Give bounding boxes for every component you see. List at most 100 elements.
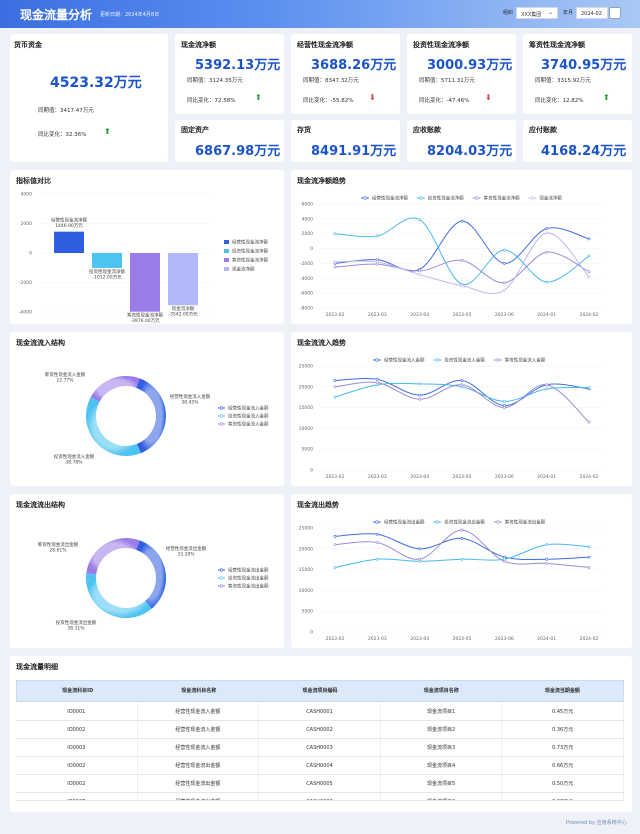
data-point [545,280,549,284]
x-tick-label: 2024-01 [537,312,556,318]
table-row[interactable]: IO0003 经营性现金流入金额 CASH0003 现金流项目3 0.73万元 [16,739,624,757]
table-row[interactable]: IO0002 经营性现金流出金额 CASH0004 现金流项目4 0.66万元 [16,757,624,775]
y-tick-label: 6000 [302,202,314,208]
legend-label: 投资性现金流出金额 [444,519,485,526]
data-point [545,561,549,565]
slice-data-label: 筹资性现金流入金额 22.77% [45,371,86,384]
donut-slice [136,540,166,609]
kpi-value: 3688.26万元 [311,58,397,73]
x-tick-label: 2023-06 [495,636,514,642]
bar-data-label: 现金流净额-3542.00万元 [168,305,198,318]
x-tick-label: 2023-03 [368,312,387,318]
table-cell: CASH0005 [259,775,381,792]
slice-data-label: 经营性现金流入金额 38.45% [170,393,211,406]
table-row[interactable]: IO0002 经营性现金流出金额 CASH0005 现金流项目5 0.50万元 [16,775,624,793]
data-point [375,234,379,238]
legend-marker [496,358,500,362]
table-header: 现金流科目ID 现金流科目名称 现金流项目编码 现金流项目名称 现金流当期金额 [16,680,624,702]
data-point [375,381,379,385]
legend-label: 投资性现金流净额 [428,195,464,202]
calendar-icon[interactable] [609,7,621,19]
kpi-fixed-assets-card: 固定资产 6867.98万元 [175,120,284,162]
column-header[interactable]: 现金流项目名称 [423,688,459,694]
legend-label: 投资性现金流出金额 [228,575,269,582]
data-point [333,232,337,236]
section-title: 指标值对比 [16,177,51,185]
column-header[interactable]: 现金流项目编码 [302,688,338,694]
table-cell: 现金流项目2 [381,721,503,738]
top-header: 现金流量分析 更新日期：2024年4月8日 组织 XXX集团 ⌄ 年月 2024… [0,0,640,28]
kpi-netcash-card: 现金流净额 5392.13万元 同期值：3124.35万元 同比变化：72.58… [175,34,284,114]
kpi-title: 货币资金 [14,41,42,49]
table-cell: 0.73万元 [502,739,624,756]
data-point [333,260,337,264]
kpi-change: 同比变化：12.82% [535,98,584,104]
column-header[interactable]: 现金流当期金额 [544,688,580,694]
x-tick-label: 2023-02 [326,636,345,642]
org-label: 组织 [503,10,514,16]
year-select[interactable]: 2024-02 [576,7,608,19]
legend-label: 筹资性现金流净额 [232,257,268,264]
legend-label: 经营性现金流净额 [232,239,268,246]
table-row[interactable]: IO0007经营性现金流出金额CASH0006现金流项目60.67万元 [16,793,624,801]
bar [54,231,84,253]
data-point [375,262,379,266]
x-tick-label: 2023-05 [453,312,472,318]
section-title: 现金流流入趋势 [297,339,346,347]
y-tick-label: 20000 [299,384,313,390]
kpi-title: 现金流净额 [181,41,216,49]
table-cell: 0.45万元 [502,703,624,720]
y-tick-label: -6000 [300,291,313,297]
data-point [502,399,506,403]
data-point [460,528,464,532]
legend-label: 筹资性现金流出金额 [228,583,269,590]
arrow-up-icon: ⬆ [104,127,111,136]
year-label: 年月 [563,10,574,16]
kpi-title: 筹资性现金流净额 [529,41,585,49]
table-cell: 经营性现金流出金额 [138,757,260,774]
data-point [587,270,591,274]
donut-slice [90,376,140,402]
arrow-up-icon: ⬆ [255,93,262,102]
table-cell: 0.66万元 [502,757,624,774]
data-point [333,534,337,538]
legend-marker [219,568,224,572]
org-select[interactable]: XXX集团 [516,7,558,19]
y-tick-label: 10000 [299,588,313,594]
kpi-change: 同比变化：72.58% [187,98,236,104]
y-tick-label: -4000 [19,310,32,316]
x-tick-label: 2023-03 [368,474,387,480]
table-cell: CASH0003 [259,739,381,756]
legend-label: 筹资性现金流出金额 [505,519,546,526]
arrow-down-icon: ⬇ [485,93,492,102]
data-point [587,254,591,258]
kpi-title: 固定资产 [181,126,209,134]
x-tick-label: 2023-04 [410,474,429,480]
column-header[interactable]: 现金流科目名称 [181,688,217,694]
table-cell: 0.67万元 [502,793,624,800]
table-row[interactable]: IO0001 经营性现金流入金额 CASH0001 现金流项目1 0.45万元 [16,703,624,721]
legend-marker [435,358,439,362]
table-row[interactable]: IO0002 经营性现金流入金额 CASH0002 现金流项目2 0.36万元 [16,721,624,739]
x-tick-label: 2024-01 [537,636,556,642]
legend-marker [496,520,500,524]
inflow-trend-card: 现金流流入趋势 25000 20000 15000 10000 5000 0 2023-02… [291,332,632,486]
chevron-down-icon[interactable]: ⌄ [548,9,554,16]
data-point [502,559,506,563]
legend-label: 经营性现金流入金额 [384,357,425,364]
legend-marker [530,196,534,200]
y-tick-label: 15000 [299,567,313,573]
data-point [502,406,506,410]
kpi-value: 6867.98万元 [195,144,281,159]
data-point [418,397,422,401]
data-point [418,218,422,222]
table-cell: 现金流项目5 [381,775,503,792]
y-tick-label: 0 [29,251,32,257]
bar-data-label: 筹资性现金流净额-3976.00万元 [127,312,163,324]
legend-label: 投资性现金流入金额 [228,413,269,420]
data-point [460,557,464,561]
bar [92,253,122,268]
y-tick-label: -4000 [300,276,313,282]
column-header[interactable]: 现金流科目ID [62,688,94,694]
table-cell: 现金流项目4 [381,757,503,774]
